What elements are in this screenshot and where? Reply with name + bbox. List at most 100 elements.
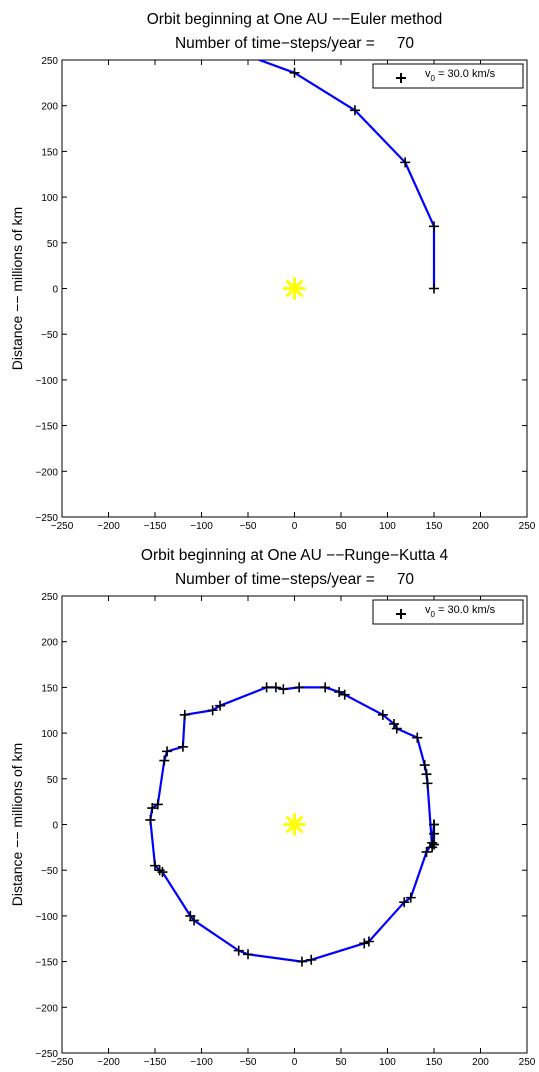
x-tick-label: −50 bbox=[240, 521, 257, 532]
legend-label: v0 = 30.0 km/s bbox=[425, 604, 496, 619]
data-point bbox=[306, 954, 317, 965]
data-point bbox=[289, 67, 300, 78]
chart-panel-1: −250 −200 −150 −100 −50 0 50 100 150 200 250 −250 −2… bbox=[9, 11, 536, 532]
data-point bbox=[261, 682, 272, 693]
x-tick-label: 200 bbox=[472, 1057, 489, 1068]
legend-label-sub: 0 bbox=[431, 74, 436, 83]
data-point bbox=[215, 700, 226, 711]
legend-label-rest: = 30.0 km/s bbox=[435, 604, 496, 616]
data-point bbox=[179, 709, 190, 720]
y-axis-label: Distance −− millions of km bbox=[9, 743, 25, 906]
legend-label-sub: 0 bbox=[431, 610, 436, 619]
data-point bbox=[429, 221, 439, 232]
data-point bbox=[427, 837, 438, 848]
x-tick-label: −50 bbox=[240, 1057, 257, 1068]
x-tick-label: −150 bbox=[144, 1057, 167, 1068]
x-tick-label: 50 bbox=[335, 521, 347, 532]
x-tick-label: −200 bbox=[97, 521, 120, 532]
data-point bbox=[150, 860, 160, 871]
legend: v0 = 30.0 km/s bbox=[372, 63, 524, 89]
y-tick-label: 100 bbox=[41, 729, 58, 740]
data-point bbox=[207, 705, 218, 716]
subtitle-value: 70 bbox=[397, 571, 415, 588]
legend-marker bbox=[396, 73, 406, 83]
chart-title: Orbit beginning at One AU −−Runge−Kutta … bbox=[141, 547, 449, 564]
y-tick-label: 150 bbox=[41, 683, 58, 694]
data-point bbox=[400, 157, 411, 168]
legend-label-rest: = 30.0 km/s bbox=[435, 68, 496, 80]
x-tick-label: 0 bbox=[292, 521, 298, 532]
data-point bbox=[243, 949, 253, 960]
data-point bbox=[157, 867, 168, 878]
sun-marker bbox=[283, 813, 306, 836]
data-point bbox=[339, 689, 350, 700]
x-tick-label: −250 bbox=[51, 521, 74, 532]
x-tick-label: −250 bbox=[51, 1057, 74, 1068]
y-tick-label: −100 bbox=[35, 912, 58, 923]
x-tick-label: −200 bbox=[97, 1057, 120, 1068]
data-point bbox=[421, 846, 432, 857]
data-point bbox=[429, 819, 439, 830]
legend-label-main: v bbox=[425, 68, 431, 80]
y-tick-label: −150 bbox=[35, 422, 58, 433]
data-point bbox=[419, 760, 430, 771]
x-tick-label: 200 bbox=[472, 521, 489, 532]
x-tick-label: 250 bbox=[519, 521, 536, 532]
subtitle-value: 70 bbox=[397, 35, 415, 52]
y-tick-label: 50 bbox=[47, 775, 59, 786]
data-point bbox=[429, 283, 439, 294]
x-tick-label: −150 bbox=[144, 521, 167, 532]
legend: v0 = 30.0 km/s bbox=[372, 599, 524, 625]
y-tick-label: 0 bbox=[52, 821, 58, 832]
y-tick-label: −50 bbox=[41, 330, 58, 341]
y-tick-label: −200 bbox=[35, 1003, 58, 1014]
data-point bbox=[421, 769, 432, 780]
legend-marker bbox=[396, 609, 406, 619]
legend-label-main: v bbox=[425, 604, 431, 616]
y-tick-label: 250 bbox=[41, 592, 58, 603]
x-tick-label: 50 bbox=[335, 1057, 347, 1068]
data-point bbox=[422, 778, 433, 789]
x-tick-label: −100 bbox=[190, 521, 213, 532]
x-tick-label: 150 bbox=[426, 521, 443, 532]
data-point bbox=[377, 709, 388, 720]
data-point bbox=[278, 684, 289, 695]
y-tick-label: 200 bbox=[41, 102, 58, 113]
data-point bbox=[359, 938, 370, 949]
legend-box bbox=[372, 63, 524, 89]
chart-title: Orbit beginning at One AU −−Euler method bbox=[147, 11, 443, 28]
data-point bbox=[189, 915, 200, 926]
y-tick-label: −250 bbox=[35, 1049, 58, 1060]
data-point bbox=[405, 892, 416, 903]
y-tick-label: −50 bbox=[41, 866, 58, 877]
data-point bbox=[270, 682, 281, 693]
chart-panel-2: −250 −200 −150 −100 −50 0 50 100 150 200 250 −250 −2… bbox=[9, 547, 536, 1068]
sun-marker bbox=[283, 277, 306, 300]
legend-label: v0 = 30.0 km/s bbox=[425, 68, 496, 83]
y-tick-label: 50 bbox=[47, 239, 59, 250]
x-tick-label: 0 bbox=[292, 1057, 298, 1068]
data-point bbox=[399, 897, 410, 908]
data-point bbox=[296, 956, 307, 967]
data-point bbox=[320, 682, 331, 693]
y-tick-label: −250 bbox=[35, 513, 58, 524]
data-point bbox=[177, 741, 188, 752]
x-tick-label: 100 bbox=[379, 1057, 396, 1068]
y-tick-label: 250 bbox=[41, 56, 58, 67]
subtitle-label: Number of time−steps/year = bbox=[175, 35, 375, 52]
legend-box bbox=[372, 599, 524, 625]
y-tick-label: 200 bbox=[41, 638, 58, 649]
data-point bbox=[412, 732, 423, 743]
data-point bbox=[294, 682, 305, 693]
chart-subtitle: Number of time−steps/year = 70 bbox=[175, 571, 414, 588]
y-axis-label: Distance −− millions of km bbox=[9, 207, 25, 370]
data-point bbox=[152, 799, 163, 810]
subtitle-label: Number of time−steps/year = bbox=[175, 571, 375, 588]
data-point bbox=[389, 718, 400, 729]
chart-subtitle: Number of time−steps/year = 70 bbox=[175, 35, 414, 52]
data-point bbox=[334, 686, 345, 697]
series-line bbox=[256, 60, 436, 289]
data-point bbox=[349, 105, 360, 116]
x-tick-label: −100 bbox=[190, 1057, 213, 1068]
